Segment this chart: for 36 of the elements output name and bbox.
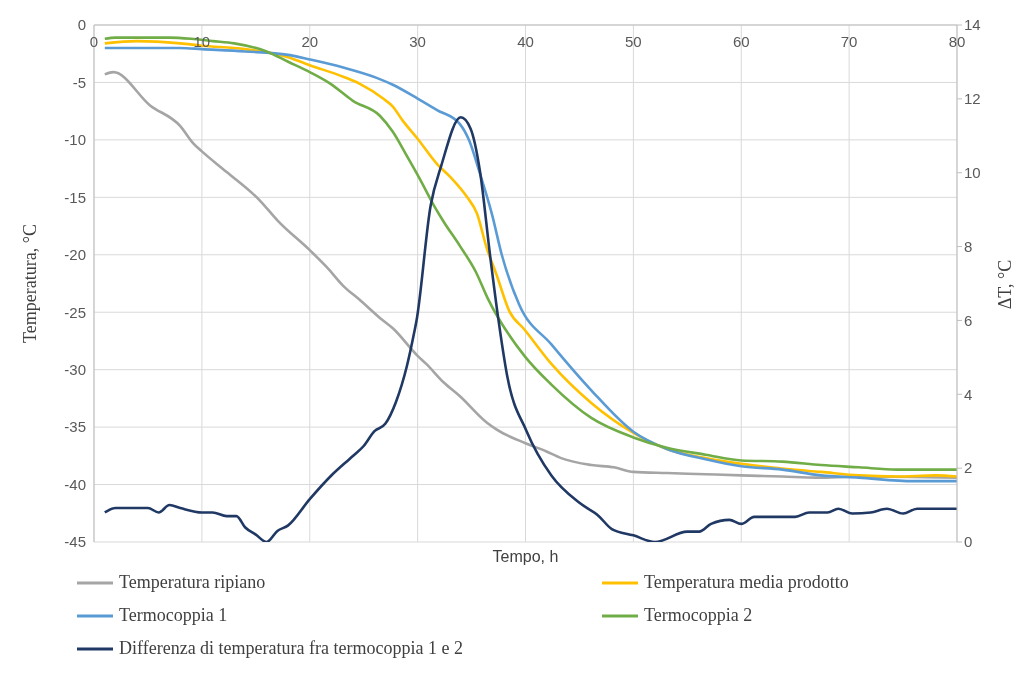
x-tick-label: 60 xyxy=(732,33,750,50)
x-tick-label: 30 xyxy=(409,33,426,50)
y-tick-label: -10 xyxy=(64,131,86,149)
y-tick-label: -5 xyxy=(72,73,86,91)
y2-tick-label: 12 xyxy=(964,90,981,108)
y-tick-label: -45 xyxy=(64,533,86,551)
legend-label: Temperatura media prodotto xyxy=(644,572,849,593)
legend-label: Temperatura ripiano xyxy=(119,572,266,593)
y2-tick-label: 6 xyxy=(964,311,973,329)
x-tick-label: 70 xyxy=(840,33,858,50)
y-tick-label: -35 xyxy=(64,418,86,436)
y-tick-label: -30 xyxy=(64,360,86,378)
y2-tick-label: 14 xyxy=(964,16,981,34)
y-axis-title: Temperatura, °C xyxy=(20,224,41,343)
x-tick-label: 50 xyxy=(625,33,642,50)
x-tick-label: 40 xyxy=(517,33,534,50)
legend-label: Differenza di temperatura fra termocoppia 1 e 2 xyxy=(119,638,463,659)
x-tick-label: 0 xyxy=(89,33,99,50)
x-axis-title: Tempo, h xyxy=(491,548,560,566)
y2-axis-title: ΔT, °C xyxy=(994,258,1016,312)
y2-tick-label: 0 xyxy=(964,533,973,551)
x-tick-label: 10 xyxy=(193,33,211,50)
y-tick-label: 0 xyxy=(77,16,86,34)
y-tick-label: -15 xyxy=(64,188,86,206)
y-tick-label: -25 xyxy=(64,303,86,321)
y-tick-label: -20 xyxy=(64,246,86,264)
y-tick-label: -40 xyxy=(64,475,86,493)
y2-tick-label: 2 xyxy=(964,459,973,477)
legend-label: Termocoppia 1 xyxy=(119,605,228,626)
line-series xyxy=(103,116,957,542)
y2-tick-label: 10 xyxy=(964,164,981,182)
y2-tick-label: 4 xyxy=(964,385,973,403)
x-tick-label: 80 xyxy=(948,33,966,50)
legend-label: Termocoppia 2 xyxy=(644,605,753,626)
y2-tick-label: 8 xyxy=(964,237,973,255)
x-tick-label: 20 xyxy=(301,33,319,50)
